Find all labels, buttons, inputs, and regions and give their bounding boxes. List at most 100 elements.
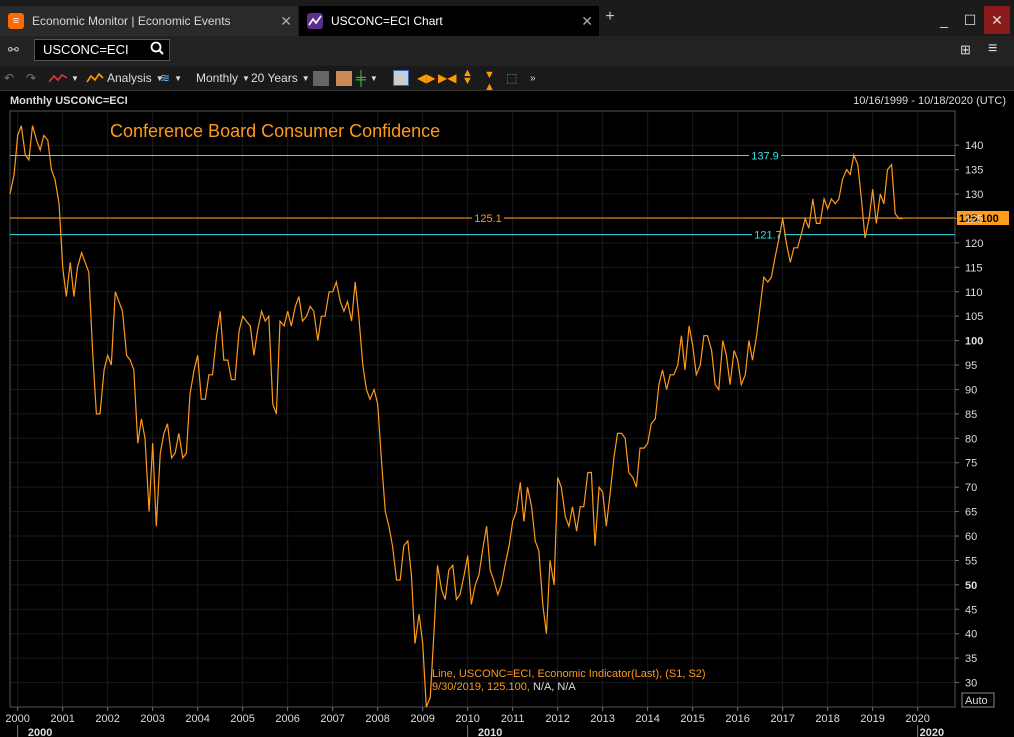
command-input[interactable]: USCONC=ECI	[34, 39, 170, 61]
search-icon[interactable]	[150, 41, 164, 58]
scroll-up-down-icon[interactable]: ▲ ▼	[462, 67, 473, 87]
undo-icon[interactable]: ↶	[4, 71, 15, 85]
line-chart-icon	[48, 73, 68, 83]
y-tick-label: 45	[965, 604, 977, 616]
y-tick-label: 65	[965, 507, 977, 519]
analysis-button[interactable]: Analysis ▼	[86, 69, 164, 87]
y-tick-label: 130	[965, 189, 983, 201]
legend-line2-value: 9/30/2019, 125.100, N/A, N/A	[432, 681, 576, 693]
maximize-button[interactable]: ☐	[963, 12, 977, 28]
x-major-label: 2010	[478, 727, 502, 737]
zoom-box-icon[interactable]	[393, 69, 409, 87]
y-tick-label: 55	[965, 555, 977, 567]
x-tick-label: 2016	[725, 713, 749, 725]
x-tick-label: 2005	[230, 713, 254, 725]
y-tick-label: 80	[965, 433, 977, 445]
line-chart[interactable]: Conference Board Consumer Confidence 137…	[0, 91, 1014, 737]
interval-dropdown[interactable]: Monthly ▼	[196, 71, 250, 85]
y-tick-label: 105	[965, 311, 983, 323]
select-tool-icon[interactable]: ⬚	[506, 71, 518, 85]
command-bar: ⚯ USCONC=ECI ⊞ ≡	[0, 36, 1014, 66]
interval-label: Monthly	[196, 71, 239, 85]
minimize-button[interactable]: _	[940, 12, 948, 28]
x-tick-label: 2017	[770, 713, 794, 725]
redo-icon[interactable]: ↷	[26, 71, 37, 85]
zoom-y-icon[interactable]: ▼ ▲	[484, 69, 495, 93]
x-tick-label: 2013	[590, 713, 614, 725]
title-bar: ≡ Economic Monitor | Economic Events ✕ U…	[0, 0, 1014, 36]
y-tick-label: 85	[965, 409, 977, 421]
legend-value: 9/30/2019, 125.100,	[432, 681, 530, 693]
chart-title: Conference Board Consumer Confidence	[110, 121, 440, 141]
analysis-label: Analysis	[107, 71, 152, 85]
y-tick-label: 115	[965, 262, 983, 274]
last-value-badge	[957, 210, 1009, 225]
legend-na: N/A, N/A	[533, 681, 576, 693]
reference-line-label-bg	[749, 148, 781, 162]
y-tick-label: 90	[965, 384, 977, 396]
chart-panel: Monthly USCONC=ECI 10/16/1999 - 10/18/20…	[0, 91, 1014, 737]
zoom-x-icon[interactable]: ▶◀	[438, 71, 457, 85]
crosshair-icon[interactable]: ╪ ▼	[356, 70, 378, 86]
period-dropdown[interactable]: 20 Years ▼	[251, 71, 310, 85]
x-tick-label: 2010	[455, 713, 479, 725]
x-tick-label: 2009	[410, 713, 434, 725]
x-tick-label: 2014	[635, 713, 659, 725]
scroll-left-right-icon[interactable]: ◀▶	[417, 71, 436, 85]
line-style-button[interactable]: ▼	[48, 69, 79, 87]
reference-line-label-bg	[472, 210, 504, 224]
series-line	[9, 125, 903, 708]
x-tick-label: 2019	[860, 713, 884, 725]
x-tick-label: 2015	[680, 713, 704, 725]
grid	[10, 111, 959, 711]
tab-chart[interactable]: USCONC=ECI Chart ✕	[299, 6, 599, 36]
reference-line-label: 121.7	[754, 230, 782, 242]
chart-date-range: 10/16/1999 - 10/18/2020 (UTC)	[853, 95, 1006, 107]
tab-economic-monitor[interactable]: ≡ Economic Monitor | Economic Events ✕	[0, 6, 298, 36]
new-tab-button[interactable]: +	[605, 8, 615, 25]
close-window-button[interactable]: ✕	[984, 6, 1010, 34]
menu-icon[interactable]: ≡	[988, 40, 998, 57]
analysis-icon	[86, 72, 104, 83]
y-tick-label: 100	[965, 336, 983, 348]
close-icon[interactable]: ✕	[280, 13, 292, 29]
y-tick-label: 135	[965, 165, 983, 177]
close-icon[interactable]: ✕	[581, 13, 593, 29]
reference-line-label: 137.9	[751, 150, 779, 162]
x-tick-label: 2012	[545, 713, 569, 725]
x-major-label: 2020	[920, 727, 944, 737]
tab-label: Economic Monitor | Economic Events	[32, 14, 231, 28]
app-logo-icon: ≡	[8, 13, 24, 29]
x-tick-label: 2006	[275, 713, 299, 725]
y-tick-label: 40	[965, 629, 977, 641]
auto-button-label: Auto	[965, 695, 988, 707]
chart-toolbar: ↶ ↷ ▼ Analysis ▼ ≋ ▼ Monthly ▼ 20 Years ▼ ╪ ▼…	[0, 66, 1014, 93]
tab-label: USCONC=ECI Chart	[331, 14, 443, 28]
x-tick-label: 2007	[320, 713, 344, 725]
y-tick-label: 60	[965, 531, 977, 543]
y-tick-label: 120	[965, 238, 983, 250]
compare-icon[interactable]	[336, 69, 352, 87]
auto-button[interactable]: Auto	[961, 692, 995, 708]
x-tick-label: 2003	[140, 713, 164, 725]
last-value-label: 125.100	[959, 213, 999, 225]
chart-icon[interactable]	[313, 69, 329, 87]
command-input-value: USCONC=ECI	[43, 42, 129, 57]
chart-header-title: Monthly USCONC=ECI	[10, 95, 128, 107]
x-tick-label: 2004	[185, 713, 209, 725]
link-icon[interactable]: ⚯	[8, 42, 19, 57]
y-tick-label: 35	[965, 653, 977, 665]
y-tick-label: 30	[965, 678, 977, 690]
x-tick-label: 2008	[365, 713, 389, 725]
reference-line-label-bg	[752, 227, 784, 241]
x-tick-label: 2020	[905, 713, 929, 725]
x-tick-label: 2011	[501, 713, 525, 725]
x-tick-label: 2001	[50, 713, 74, 725]
legend-line1: Line, USCONC=ECI, Economic Indicator(Las…	[432, 668, 706, 680]
y-tick-label: 140	[965, 140, 983, 152]
layout-icon[interactable]: ⊞	[960, 42, 971, 57]
more-tools-icon[interactable]: »	[530, 72, 536, 84]
y-tick-label: 95	[965, 360, 977, 372]
reference-line-label: 125.1	[474, 213, 502, 225]
wave-icon[interactable]: ≋ ▼	[160, 71, 182, 85]
